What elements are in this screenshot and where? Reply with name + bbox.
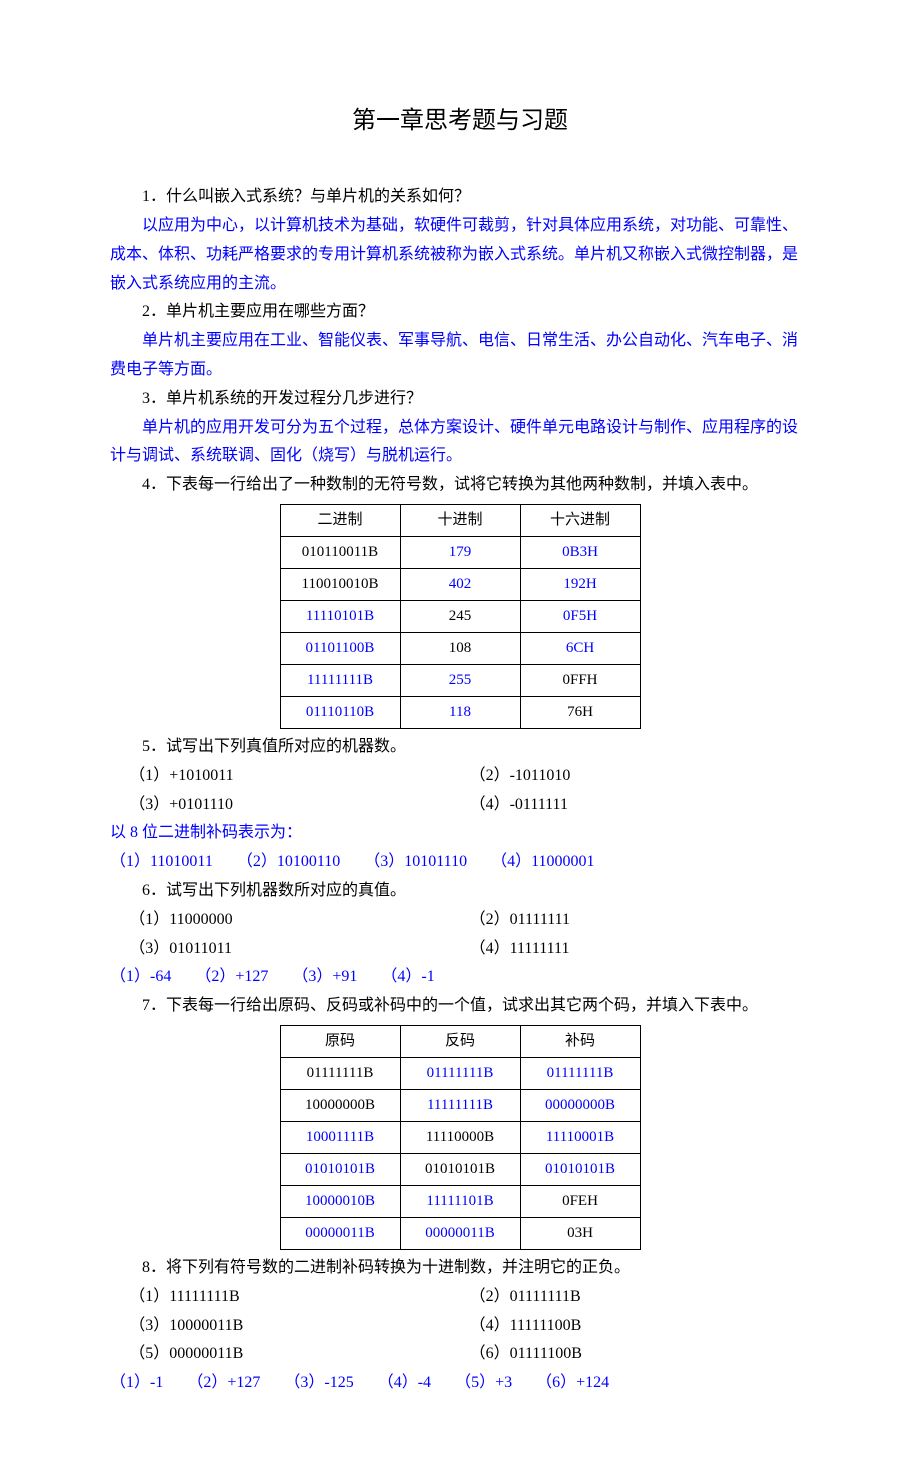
table-cell: 255: [400, 664, 520, 696]
table-header-cell: 补码: [520, 1025, 640, 1057]
answer-item: （4）-1: [381, 968, 434, 985]
table-cell: 402: [400, 568, 520, 600]
table-cell: 11110000B: [400, 1121, 520, 1153]
answer-item: （3）10101110: [364, 853, 467, 870]
table-cell: 01111111B: [400, 1057, 520, 1089]
q6-items: （1）11000000（2）01111111（3）01011011（4）1111…: [110, 906, 810, 964]
table-cell: 01110110B: [280, 696, 400, 728]
list-item: （3）10000011B: [110, 1312, 470, 1341]
list-item: （2）01111111B: [470, 1283, 810, 1312]
table-cell: 01101100B: [280, 632, 400, 664]
table-header-cell: 十六进制: [520, 504, 640, 536]
table-cell: 01010101B: [400, 1153, 520, 1185]
table-cell: 110010010B: [280, 568, 400, 600]
list-item: （2）-1011010: [470, 762, 810, 791]
table-cell: 10001111B: [280, 1121, 400, 1153]
table-cell: 01111111B: [520, 1057, 640, 1089]
q1-answer: 以应用为中心，以计算机技术为基础，软硬件可裁剪，针对具体应用系统，对功能、可靠性…: [110, 212, 810, 298]
table-cell: 108: [400, 632, 520, 664]
table-cell: 11111111B: [280, 664, 400, 696]
answer-item: （1）-1: [110, 1374, 163, 1391]
table-cell: 10000000B: [280, 1089, 400, 1121]
table-cell: 118: [400, 696, 520, 728]
answer-item: （5）+3: [455, 1374, 512, 1391]
table-cell: 11110101B: [280, 600, 400, 632]
table-cell: 03H: [520, 1217, 640, 1249]
q2-answer: 单片机主要应用在工业、智能仪表、军事导航、电信、日常生活、办公自动化、汽车电子、…: [110, 327, 810, 385]
q2-prompt: 2．单片机主要应用在哪些方面？: [110, 298, 810, 327]
table-header-cell: 原码: [280, 1025, 400, 1057]
answer-item: （3）-125: [284, 1374, 353, 1391]
answer-item: （2）+127: [187, 1374, 260, 1391]
table-cell: 76H: [520, 696, 640, 728]
table-cell: 00000000B: [520, 1089, 640, 1121]
q7-prompt: 7．下表每一行给出原码、反码或补码中的一个值，试求出其它两个码，并填入下表中。: [110, 992, 810, 1021]
q8-items: （1）11111111B（2）01111111B（3）10000011B（4）1…: [110, 1283, 810, 1369]
table-cell: 10000010B: [280, 1185, 400, 1217]
table-header-cell: 十进制: [400, 504, 520, 536]
table-cell: 0FFH: [520, 664, 640, 696]
table-cell: 11111101B: [400, 1185, 520, 1217]
table-cell: 0FEH: [520, 1185, 640, 1217]
table-cell: 11110001B: [520, 1121, 640, 1153]
table-cell: 6CH: [520, 632, 640, 664]
answer-item: （2）10100110: [237, 853, 340, 870]
q8-answers: （1）-1 （2）+127 （3）-125 （4）-4 （5）+3 （6）+124: [110, 1369, 810, 1398]
table-header-cell: 反码: [400, 1025, 520, 1057]
q6-prompt: 6．试写出下列机器数所对应的真值。: [110, 877, 810, 906]
table-cell: 11111111B: [400, 1089, 520, 1121]
list-item: （3）01011011: [110, 935, 470, 964]
q5-answer-label: 以 8 位二进制补码表示为：: [110, 819, 810, 848]
list-item: （3）+0101110: [110, 791, 470, 820]
list-item: （4）11111100B: [470, 1312, 810, 1341]
list-item: （4）11111111: [470, 935, 810, 964]
answer-item: （3）+91: [292, 968, 357, 985]
list-item: （4）-0111111: [470, 791, 810, 820]
q5-answers: （1）11010011 （2）10100110 （3）10101110 （4）1100…: [110, 848, 810, 877]
q5-prompt: 5．试写出下列真值所对应的机器数。: [110, 733, 810, 762]
answer-item: （1）-64: [110, 968, 171, 985]
table-cell: 010110011B: [280, 536, 400, 568]
answer-item: （1）11010011: [110, 853, 213, 870]
table-cell: 245: [400, 600, 520, 632]
q6-answers: （1）-64 （2）+127 （3）+91 （4）-1: [110, 963, 810, 992]
list-item: （5）00000011B: [110, 1340, 470, 1369]
q5-items: （1）+1010011（2）-1011010（3）+0101110（4）-011…: [110, 762, 810, 820]
table-cell: 179: [400, 536, 520, 568]
list-item: （2）01111111: [470, 906, 810, 935]
q8-prompt: 8．将下列有符号数的二进制补码转换为十进制数，并注明它的正负。: [110, 1254, 810, 1283]
table-cell: 0B3H: [520, 536, 640, 568]
table-cell: 0F5H: [520, 600, 640, 632]
table-header-cell: 二进制: [280, 504, 400, 536]
list-item: （1）+1010011: [110, 762, 470, 791]
table-cell: 01111111B: [280, 1057, 400, 1089]
page-title: 第一章思考题与习题: [110, 100, 810, 143]
list-item: （6）01111100B: [470, 1340, 810, 1369]
q1-prompt: 1．什么叫嵌入式系统？与单片机的关系如何？: [110, 183, 810, 212]
answer-item: （4）11000001: [491, 853, 594, 870]
list-item: （1）11000000: [110, 906, 470, 935]
table-cell: 192H: [520, 568, 640, 600]
table-cell: 00000011B: [400, 1217, 520, 1249]
answer-item: （2）+127: [195, 968, 268, 985]
table-cell: 00000011B: [280, 1217, 400, 1249]
q3-answer: 单片机的应用开发可分为五个过程，总体方案设计、硬件单元电路设计与制作、应用程序的…: [110, 414, 810, 472]
list-item: （1）11111111B: [110, 1283, 470, 1312]
q3-prompt: 3．单片机系统的开发过程分几步进行？: [110, 385, 810, 414]
q7-table: 原码反码补码01111111B01111111B01111111B1000000…: [280, 1025, 641, 1250]
answer-item: （6）+124: [536, 1374, 609, 1391]
table-cell: 01010101B: [520, 1153, 640, 1185]
q4-prompt: 4．下表每一行给出了一种数制的无符号数，试将它转换为其他两种数制，并填入表中。: [110, 471, 810, 500]
q4-table: 二进制十进制十六进制 010110011B1790B3H 110010010B402…: [280, 504, 641, 729]
answer-item: （4）-4: [378, 1374, 431, 1391]
table-cell: 01010101B: [280, 1153, 400, 1185]
